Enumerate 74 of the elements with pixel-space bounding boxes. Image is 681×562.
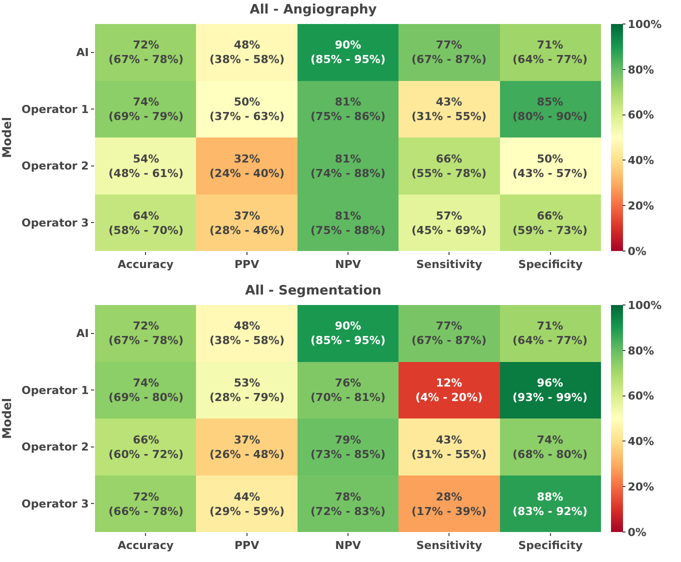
- color-bar-label: 80%: [628, 344, 654, 358]
- color-bar-label: 0%: [628, 244, 646, 258]
- data-label: 43% (31% - 55%): [412, 96, 486, 123]
- x-tick-label: NPV: [335, 258, 362, 272]
- data-label: 66% (60% - 72%): [108, 434, 184, 461]
- data-label: 48% (38% - 58%): [210, 320, 284, 347]
- color-bar-label: 40%: [628, 154, 654, 168]
- x-tick-label: Accuracy: [118, 539, 174, 552]
- data-label: 43% (31% - 55%): [412, 434, 486, 461]
- data-label: 90% (85% - 95%): [310, 38, 386, 66]
- data-label: 85% (80% - 90%): [512, 96, 588, 123]
- data-label: 50% (37% - 63%): [210, 96, 284, 123]
- data-label: 44% (29% - 59%): [210, 490, 284, 518]
- x-tick-label: Accuracy: [118, 258, 174, 272]
- y-tick-label: AI: [76, 46, 89, 60]
- data-label: 48% (38% - 58%): [210, 38, 284, 66]
- y-tick-label: Operator 1: [22, 384, 89, 397]
- data-label: 81% (74% - 88%): [310, 152, 386, 180]
- color-bar-label: 40%: [628, 435, 654, 448]
- data-label: 71% (64% - 77%): [512, 320, 588, 347]
- data-label: 72% (67% - 78%): [108, 38, 184, 66]
- chart-title: All - Angiography: [250, 2, 378, 18]
- color-bar-label: 60%: [628, 390, 654, 403]
- data-label: 28% (17% - 39%): [412, 490, 486, 518]
- x-tick-label: Sensitivity: [416, 539, 482, 552]
- chart-title: All - Segmentation: [245, 283, 382, 298]
- x-tick-label: NPV: [335, 539, 362, 552]
- y-tick-label: Operator 1: [22, 102, 89, 116]
- data-label: 90% (85% - 95%): [310, 320, 386, 347]
- data-label: 12% (4% - 20%): [415, 376, 483, 404]
- y-axis-title: Model: [0, 116, 14, 158]
- data-label: 72% (67% - 78%): [108, 320, 184, 347]
- data-label: 79% (73% - 85%): [310, 434, 386, 461]
- x-tick-label: Specificity: [518, 258, 583, 272]
- x-tick-label: PPV: [234, 258, 260, 272]
- color-bar-label: 80%: [628, 63, 654, 76]
- data-label: 50% (43% - 57%): [512, 152, 588, 180]
- y-tick-label: Operator 3: [22, 497, 89, 510]
- data-label: 66% (59% - 73%): [512, 210, 588, 237]
- data-label: 53% (28% - 79%): [210, 376, 284, 404]
- color-bar-label: 100%: [628, 18, 662, 31]
- x-tick-label: PPV: [234, 539, 260, 552]
- y-tick-label: AI: [76, 327, 89, 340]
- x-tick-label: Specificity: [518, 539, 583, 552]
- data-label: 74% (69% - 80%): [108, 376, 184, 404]
- data-label: 66% (55% - 78%): [412, 152, 486, 180]
- data-label: 74% (69% - 79%): [108, 96, 184, 123]
- y-axis-title: Model: [0, 398, 14, 440]
- color-bar-label: 20%: [628, 199, 654, 212]
- y-tick-label: Operator 2: [22, 440, 89, 454]
- data-label: 71% (64% - 77%): [512, 38, 588, 66]
- data-label: 37% (26% - 48%): [210, 434, 284, 461]
- y-tick-label: Operator 2: [22, 160, 89, 173]
- x-tick-label: Sensitivity: [416, 258, 482, 272]
- data-label: 37% (28% - 46%): [210, 210, 284, 237]
- color-bar-label: 0%: [628, 526, 646, 539]
- color-bar-label: 20%: [628, 480, 654, 494]
- data-label: 57% (45% - 69%): [412, 210, 486, 237]
- color-bar-label: 100%: [628, 298, 662, 312]
- data-label: 81% (75% - 86%): [310, 96, 386, 123]
- data-label: 74% (68% - 80%): [512, 434, 588, 461]
- data-label: 88% (83% - 92%): [512, 490, 588, 518]
- data-label: 54% (48% - 61%): [108, 152, 184, 180]
- data-label: 72% (66% - 78%): [108, 490, 184, 518]
- data-label: 77% (67% - 87%): [412, 38, 486, 66]
- color-bar-label: 60%: [628, 108, 654, 122]
- data-label: 77% (67% - 87%): [412, 320, 486, 347]
- data-label: 81% (75% - 88%): [310, 210, 386, 237]
- y-tick-label: Operator 3: [22, 216, 89, 230]
- data-label: 76% (70% - 81%): [310, 376, 386, 404]
- data-label: 32% (24% - 40%): [210, 152, 284, 180]
- data-label: 78% (72% - 83%): [310, 490, 386, 518]
- data-label: 96% (93% - 99%): [512, 376, 588, 404]
- data-label: 64% (58% - 70%): [108, 210, 184, 237]
